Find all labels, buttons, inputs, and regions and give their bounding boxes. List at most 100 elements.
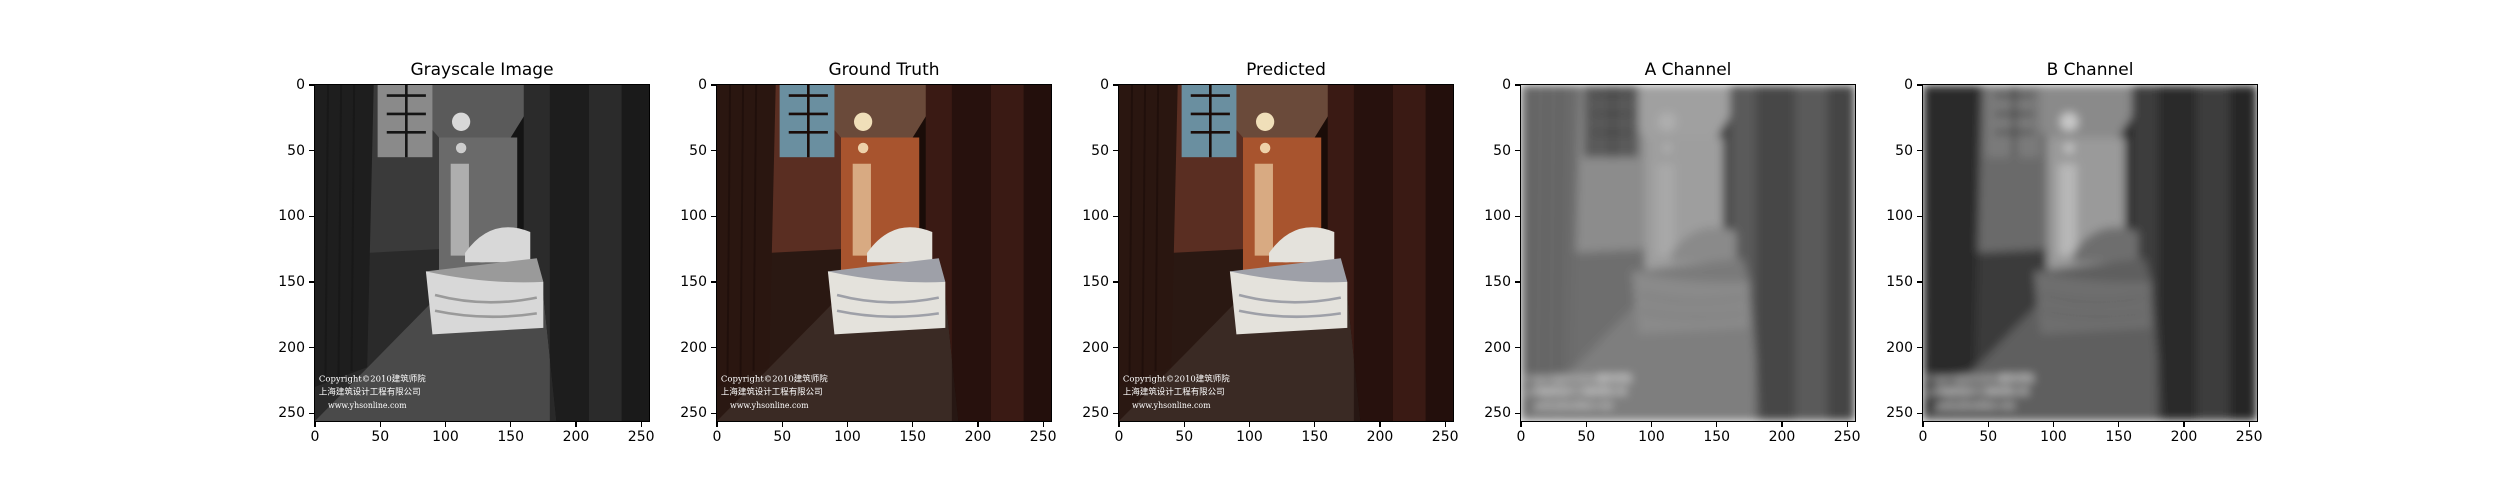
y-tick-mark (711, 215, 716, 217)
doorway (1254, 163, 1273, 256)
wall-lamp (1259, 142, 1271, 154)
wall-lamp (2063, 142, 2075, 154)
y-tick-mark (1515, 281, 1520, 283)
y-tick-label: 50 (1493, 142, 1511, 159)
y-tick-mark (309, 346, 314, 349)
y-tick-mark (309, 215, 314, 217)
curtain-folds (1530, 85, 1562, 381)
x-tick-label: 150 (1703, 429, 1731, 445)
x-tick-label: 150 (2105, 429, 2133, 445)
x-tick-mark (1444, 422, 1446, 427)
x-tick-label: 100 (2040, 429, 2067, 445)
x-tick-mark (1987, 422, 1989, 427)
window-lattice (1190, 85, 1230, 158)
x-tick-mark (977, 422, 979, 427)
right-edge-shadow (1827, 85, 1855, 421)
y-tick-label: 100 (680, 208, 707, 225)
pillow (899, 247, 926, 261)
y-tick-mark (1515, 412, 1520, 414)
subplot-title: B Channel (2046, 60, 2134, 80)
y-tick-label: 50 (689, 142, 707, 159)
y-tick-label: 0 (1502, 77, 1511, 93)
x-tick-mark (1520, 422, 1522, 427)
y-tick-mark (1917, 150, 1922, 152)
y-tick-label: 150 (278, 273, 305, 290)
footboard-carving (2042, 293, 2146, 319)
curtain (315, 85, 374, 387)
x-tick-label: 250 (627, 429, 655, 445)
x-tick-mark (2248, 422, 2250, 427)
x-tick-mark (1314, 422, 1316, 427)
subplot-title: A Channel (1644, 60, 1732, 80)
subplot-title: Grayscale Image (410, 60, 554, 80)
x-tick-mark (1042, 422, 1044, 427)
wall-lamp (857, 142, 869, 154)
pillow (1301, 247, 1328, 261)
y-tick-label: 100 (1886, 208, 1913, 225)
x-tick-mark (1118, 422, 1120, 427)
footboard-carving (1238, 293, 1342, 319)
watermark-line: www.yhsonline.com (1534, 401, 1613, 410)
watermark-line: Copyright©2010建筑师院 (1927, 374, 2034, 385)
x-tick-label: 200 (964, 429, 992, 445)
x-tick-label: 50 (1979, 429, 1998, 445)
y-tick-label: 250 (680, 405, 707, 422)
x-tick-label: 200 (2170, 429, 2198, 445)
right-column (1755, 85, 1795, 421)
doorway (1656, 163, 1675, 256)
curtain (717, 85, 776, 387)
footboard-carving (434, 293, 538, 319)
y-tick-mark (1917, 84, 1922, 86)
wall-lamp (1661, 142, 1673, 154)
y-tick-mark (711, 281, 716, 283)
y-tick-mark (1515, 215, 1520, 217)
watermark-line: www.yhsonline.com (1936, 401, 2015, 410)
pillow (2105, 247, 2132, 261)
x-tick-label: 0 (1114, 429, 1124, 445)
y-tick-mark (1917, 346, 1922, 349)
curtain-folds (1128, 85, 1160, 381)
y-tick-label: 200 (278, 339, 305, 356)
x-tick-mark (1846, 422, 1848, 427)
y-tick-mark (309, 84, 314, 86)
window-lattice (1994, 85, 2034, 158)
x-tick-label: 0 (1516, 429, 1526, 445)
x-tick-mark (379, 422, 381, 427)
watermark-line: 上海建筑设计工程有限公司 (1927, 387, 2029, 398)
x-tick-mark (716, 422, 718, 427)
right-column (951, 85, 991, 421)
pillow (497, 247, 524, 261)
right-edge-shadow (1425, 85, 1453, 421)
y-tick-label: 100 (1082, 208, 1109, 225)
watermark-line: Copyright©2010建筑师院 (721, 374, 828, 385)
subplot-title: Predicted (1246, 60, 1326, 80)
pillow (2076, 249, 2104, 263)
y-tick-mark (1917, 281, 1922, 283)
y-tick-mark (1515, 150, 1520, 152)
y-tick-mark (1113, 412, 1118, 414)
y-tick-mark (309, 281, 314, 283)
right-edge-shadow (621, 85, 649, 421)
doorway (2058, 163, 2077, 256)
watermark-line: www.yhsonline.com (730, 401, 809, 410)
x-tick-mark (1183, 422, 1185, 427)
window-lattice (386, 85, 426, 158)
y-tick-label: 50 (1091, 142, 1109, 159)
y-tick-mark (711, 346, 716, 349)
x-tick-label: 250 (1029, 429, 1057, 445)
y-tick-mark (711, 412, 716, 414)
y-tick-mark (711, 84, 716, 86)
wall-lamp (455, 142, 467, 154)
watermark-line: 上海建筑设计工程有限公司 (1123, 387, 1225, 398)
y-tick-label: 50 (1895, 142, 1913, 159)
image-axes: Copyright©2010建筑师院 上海建筑设计工程有限公司 www.yhsonl… (716, 84, 1052, 422)
y-tick-mark (1113, 346, 1118, 349)
y-tick-mark (1113, 281, 1118, 283)
